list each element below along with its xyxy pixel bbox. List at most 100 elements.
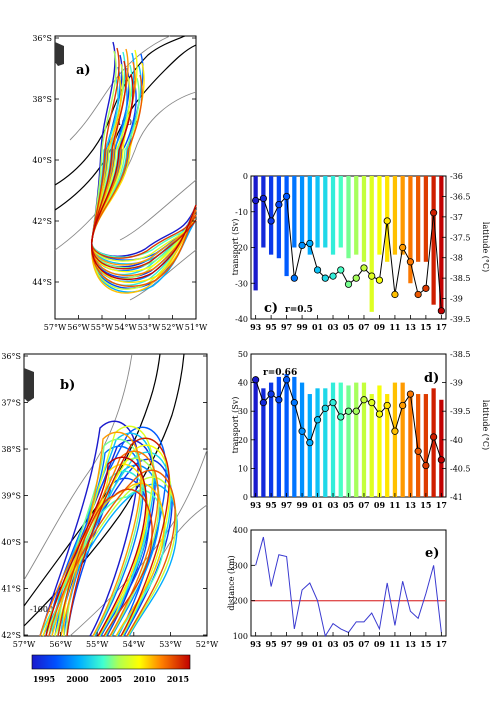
latitude-marker — [391, 427, 399, 435]
lat-tick-label: 37°S — [1, 399, 21, 408]
transport-bar — [416, 394, 421, 497]
transport-bar — [439, 399, 444, 497]
bathymetry-contour — [23, 353, 133, 581]
transport-bar — [315, 176, 320, 248]
latitude-marker — [282, 376, 291, 384]
panel-c-label: c) — [264, 301, 278, 316]
latitude-marker — [298, 241, 306, 250]
latitude-marker — [329, 399, 337, 407]
x-tick-label: 99 — [297, 639, 309, 649]
lat-tick-label: 40°S — [1, 538, 21, 547]
y-right-tick-label: -37 — [450, 213, 463, 222]
lat-tick-label: 42°S — [32, 217, 52, 226]
lat-tick-label: 44°S — [32, 278, 52, 287]
transport-bar — [268, 382, 274, 497]
transport-bar — [354, 382, 359, 497]
panel-c-ylabel-right: latitude (°C) — [481, 222, 490, 272]
transport-bar — [338, 382, 343, 497]
latitude-marker — [360, 264, 368, 272]
correlation-label: r=0.5 — [285, 305, 313, 315]
x-tick-label: 07 — [358, 500, 369, 510]
transport-bar — [299, 176, 305, 248]
x-tick-label: 03 — [327, 639, 339, 649]
front-track — [66, 477, 150, 637]
transport-bar — [431, 176, 436, 305]
contour-label: -1000 — [30, 605, 53, 614]
y-tick-label: -30 — [235, 279, 248, 288]
transport-bar — [369, 176, 374, 312]
front-track — [45, 426, 167, 637]
latitude-marker — [399, 243, 407, 252]
lat-tick-label: 39°S — [1, 492, 21, 501]
lat-tick-label: 36°S — [32, 34, 52, 43]
y-tick-label: 100 — [233, 632, 248, 641]
y-tick-label: 0 — [243, 493, 248, 502]
y-tick-label: 20 — [238, 436, 248, 445]
x-tick-label: 03 — [327, 500, 339, 510]
panel-b-label: b) — [60, 378, 75, 393]
lon-tick-label: 54°W — [114, 323, 137, 332]
x-tick-label: 01 — [312, 639, 323, 649]
transport-bar — [253, 176, 258, 291]
transport-bar — [361, 176, 367, 262]
transport-bar — [385, 394, 390, 497]
transport-bar — [400, 382, 405, 497]
x-tick-label: 15 — [420, 500, 431, 510]
colorbar-gradient — [31, 654, 191, 670]
latitude-marker — [383, 217, 391, 225]
latitude-marker — [290, 399, 298, 407]
front-track — [60, 431, 142, 637]
transport-bar — [392, 176, 398, 255]
lon-tick-label: 57°W — [44, 323, 67, 332]
front-track — [57, 488, 153, 637]
latitude-marker — [437, 307, 445, 315]
transport-bar — [439, 176, 444, 309]
x-tick-label: 15 — [420, 322, 431, 332]
x-tick-label: 95 — [266, 639, 277, 649]
latitude-marker — [259, 194, 267, 203]
transport-bar — [330, 176, 336, 255]
colorbar-label: 2015 — [167, 674, 189, 684]
panel-a-map: -1000 36°S38°S40°S42°S44°S57°W 56°W 55°W 54… — [32, 34, 208, 332]
y-tick-label: 400 — [233, 526, 248, 535]
transport-bar — [346, 176, 351, 259]
y-tick-label: -40 — [235, 315, 248, 324]
colorbar-label: 1995 — [33, 674, 55, 684]
panel-e-label: e) — [425, 546, 439, 561]
y-right-tick-label: -39 — [450, 295, 463, 304]
latitude-marker — [399, 401, 407, 410]
x-tick-label: 97 — [281, 322, 292, 332]
transport-bar — [253, 376, 258, 497]
latitude-marker — [259, 399, 267, 407]
bathymetry-contour — [54, 91, 197, 251]
latitude-marker — [275, 396, 283, 404]
transport-bar — [354, 176, 359, 255]
y-right-tick-label: -39.5 — [450, 315, 471, 324]
latitude-marker — [313, 416, 322, 424]
latitude-marker — [375, 276, 384, 284]
lon-tick-label: 56°W — [67, 323, 90, 332]
transport-bar — [292, 176, 297, 248]
x-tick-label: 07 — [358, 322, 369, 332]
x-tick-label: 95 — [266, 500, 277, 510]
y-tick-label: -10 — [235, 208, 248, 217]
latitude-marker — [422, 461, 430, 470]
transport-bar — [284, 374, 289, 497]
transport-bar — [261, 176, 266, 248]
transport-bar — [276, 176, 281, 259]
latitude-marker — [422, 284, 430, 292]
y-right-tick-label: -41 — [450, 493, 463, 502]
transport-bar — [346, 385, 351, 497]
y-right-tick-label: -40 — [450, 436, 463, 445]
y-right-tick-label: -38.5 — [450, 350, 471, 359]
panel-c-chart: 0 -10 -20 -30 -40 -36 -36.5 -37 -37.5 -38 -38.5 -39… — [231, 172, 490, 332]
y-tick-label: 200 — [233, 597, 248, 606]
panel-d-ylabel: transport (Sv) — [231, 397, 240, 454]
latitude-marker — [267, 390, 275, 398]
y-tick-label: 0 — [243, 172, 248, 181]
lat-tick-label: 38°S — [1, 445, 21, 454]
latitude-marker — [267, 217, 275, 225]
transport-bar — [416, 176, 421, 262]
x-tick-label: 01 — [312, 322, 323, 332]
latitude-marker — [275, 201, 283, 209]
